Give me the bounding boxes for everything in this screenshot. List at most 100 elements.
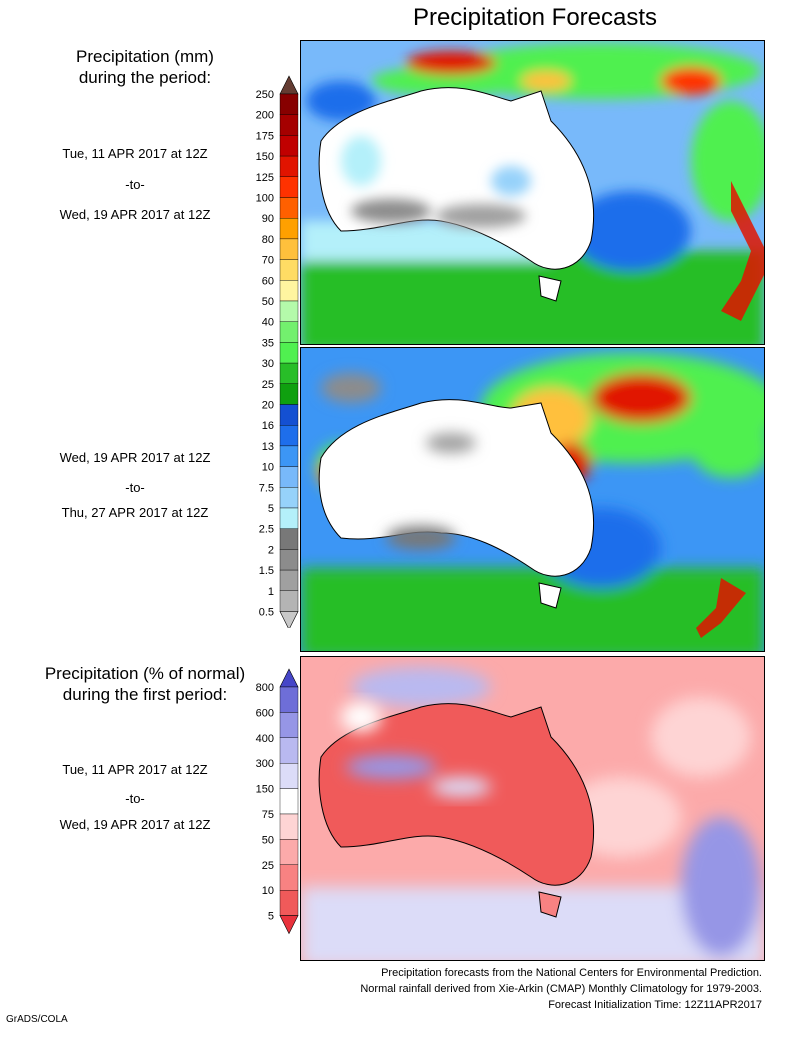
precip-pct-legend-color-cell: [279, 788, 299, 815]
period-1-start: Tue, 11 APR 2017 at 12Z: [62, 146, 208, 161]
footer-notes: Precipitation forecasts from the Nationa…: [200, 965, 762, 1013]
grads-cola-credit: GrADS/COLA: [6, 1014, 68, 1025]
precip-mm-legend-tick-label: 200: [256, 110, 274, 122]
precip-mm-legend-color-cell: [279, 549, 299, 571]
precip-mm-legend-tick-label: 250: [256, 89, 274, 101]
precip-pct-legend-color-cell: [279, 864, 299, 891]
precip-pct-legend-tick-label: 600: [256, 707, 274, 719]
precip-pct-legend-color-cell: [279, 712, 299, 739]
precip-pct-heading: Precipitation (% of normal) during the f…: [10, 663, 280, 705]
precip-mm-legend-tick-label: 175: [256, 130, 274, 142]
precip-pct-legend-color-cell: [279, 889, 299, 916]
precip-pct-legend-color-cell: [279, 686, 299, 713]
precip-mm-legend-tick-label: 30: [262, 358, 274, 370]
precip-mm-legend-color-cell: [279, 238, 299, 260]
precip-mm-legend-color-cell: [279, 280, 299, 302]
forecast-map-period-1: [300, 40, 765, 345]
precip-mm-legend-tick-label: 0.5: [259, 607, 274, 619]
precip-pct-legend-tick-label: 50: [262, 834, 274, 846]
precip-mm-legend-tick-label: 80: [262, 234, 274, 246]
period-2-end: Thu, 27 APR 2017 at 12Z: [61, 505, 209, 520]
precip-pct-legend-tick-label: 800: [256, 682, 274, 694]
precip-mm-legend-color-cell: [279, 590, 299, 612]
precip-mm-legend-color-cell: [279, 404, 299, 426]
precip-mm-legend-tick-label: 5: [268, 503, 274, 515]
forecast-map-period-1-graphic: [301, 41, 764, 344]
precip-mm-heading: Precipitation (mm) during the period:: [10, 46, 280, 88]
precip-pct-legend-tick-label: 25: [262, 860, 274, 872]
precip-mm-heading-line1: Precipitation (mm): [76, 47, 214, 66]
period-3-end: Wed, 19 APR 2017 at 12Z: [59, 817, 211, 832]
precip-mm-legend-color-cell: [279, 155, 299, 177]
precip-mm-legend-tick-label: 1: [268, 586, 274, 598]
precip-mm-legend-tick-label: 10: [262, 462, 274, 474]
precip-pct-legend-color-cell: [279, 839, 299, 865]
precip-pct-legend-top-arrow: [279, 668, 299, 688]
precip-mm-legend-tick-label: 7.5: [259, 482, 274, 494]
precip-mm-legend-tick-label: 1.5: [259, 565, 274, 577]
precip-mm-legend-tick-label: 35: [262, 337, 274, 349]
precip-mm-legend-color-cell: [279, 114, 299, 136]
precip-mm-legend-color-cell: [279, 135, 299, 157]
precip-pct-legend-bottom-arrow: [279, 915, 299, 935]
precip-mm-legend-color-cell: [279, 362, 299, 385]
precip-mm-legend-color-cell: [279, 197, 299, 219]
precip-mm-legend-color-cell: [279, 259, 299, 281]
precip-mm-legend-tick-label: 150: [256, 151, 274, 163]
precip-mm-legend-tick-label: 40: [262, 317, 274, 329]
precip-mm-legend-color-cell: [279, 466, 299, 488]
precip-mm-legend-color-cell: [279, 321, 299, 343]
precip-mm-legend-tick-label: 16: [262, 420, 274, 432]
footer-line-2: Normal rainfall derived from Xie-Arkin (…: [360, 983, 762, 995]
precip-mm-legend-color-cell: [279, 383, 299, 405]
period-3-separator: -to-: [125, 791, 145, 806]
footer-line-1: Precipitation forecasts from the Nationa…: [381, 967, 762, 979]
precip-pct-heading-line2: during the first period:: [62, 685, 228, 704]
percent-of-normal-map: [300, 656, 765, 961]
precip-pct-heading-line1: Precipitation (% of normal): [44, 664, 246, 683]
precip-mm-color-legend: 2502001751501251009080706050403530252016…: [256, 75, 299, 628]
precip-mm-legend-tick-label: 20: [262, 400, 274, 412]
precip-mm-legend-color-cell: [279, 528, 299, 550]
precip-mm-legend-tick-label: 13: [262, 441, 274, 453]
precip-pct-legend-tick-label: 150: [256, 784, 274, 796]
precip-mm-legend-tick-label: 50: [262, 296, 274, 308]
precip-mm-legend-color-cell: [279, 445, 299, 467]
precip-mm-legend-color-cell: [279, 569, 299, 592]
forecast-map-period-2-graphic: [301, 348, 764, 651]
period-1-end: Wed, 19 APR 2017 at 12Z: [59, 207, 211, 222]
period-1-separator: -to-: [125, 177, 145, 192]
precip-mm-legend-tick-label: 60: [262, 275, 274, 287]
footer-line-3: Forecast Initialization Time: 12Z11APR20…: [548, 999, 762, 1011]
precip-pct-color-legend: 800 600 400 300 150 75 50 25 10 5: [256, 668, 299, 935]
precip-pct-legend-color-cell: [279, 813, 299, 840]
precip-mm-legend-color-cell: [279, 93, 299, 115]
precip-pct-legend-color-cell: [279, 737, 299, 764]
period-3-start: Tue, 11 APR 2017 at 12Z: [62, 762, 208, 777]
precip-pct-legend-tick-label: 400: [256, 733, 274, 745]
precip-mm-legend-color-cell: [279, 217, 299, 240]
page-title: Precipitation Forecasts: [412, 4, 658, 31]
precip-mm-legend-tick-label: 2: [268, 544, 274, 556]
precip-mm-legend-tick-label: 125: [256, 172, 274, 184]
precip-pct-legend-color-cell: [279, 762, 299, 789]
precip-mm-legend-tick-label: 70: [262, 255, 274, 267]
precip-mm-legend-color-cell: [279, 507, 299, 529]
precip-pct-legend-tick-label: 75: [262, 809, 274, 821]
precip-pct-legend-tick-label: 5: [268, 911, 274, 923]
precip-pct-legend-tick-label: 10: [262, 885, 274, 897]
forecast-map-period-2: [300, 347, 765, 652]
period-2-start: Wed, 19 APR 2017 at 12Z: [59, 450, 211, 465]
precip-mm-legend-color-cell: [279, 300, 299, 322]
period-2-separator: -to-: [125, 480, 145, 495]
precip-mm-legend-tick-label: 2.5: [259, 524, 274, 536]
precip-mm-legend-color-cell: [279, 342, 299, 364]
precip-mm-legend-color-cell: [279, 176, 299, 198]
precip-mm-heading-line2: during the period:: [78, 68, 212, 87]
precip-mm-legend-bottom-arrow: [279, 611, 299, 628]
precip-mm-legend-tick-label: 25: [262, 379, 274, 391]
precip-mm-legend-top-arrow: [279, 75, 299, 95]
precip-mm-legend-tick-label: 90: [262, 213, 274, 225]
precip-mm-legend-color-cell: [279, 425, 299, 447]
precip-mm-legend-color-cell: [279, 487, 299, 509]
